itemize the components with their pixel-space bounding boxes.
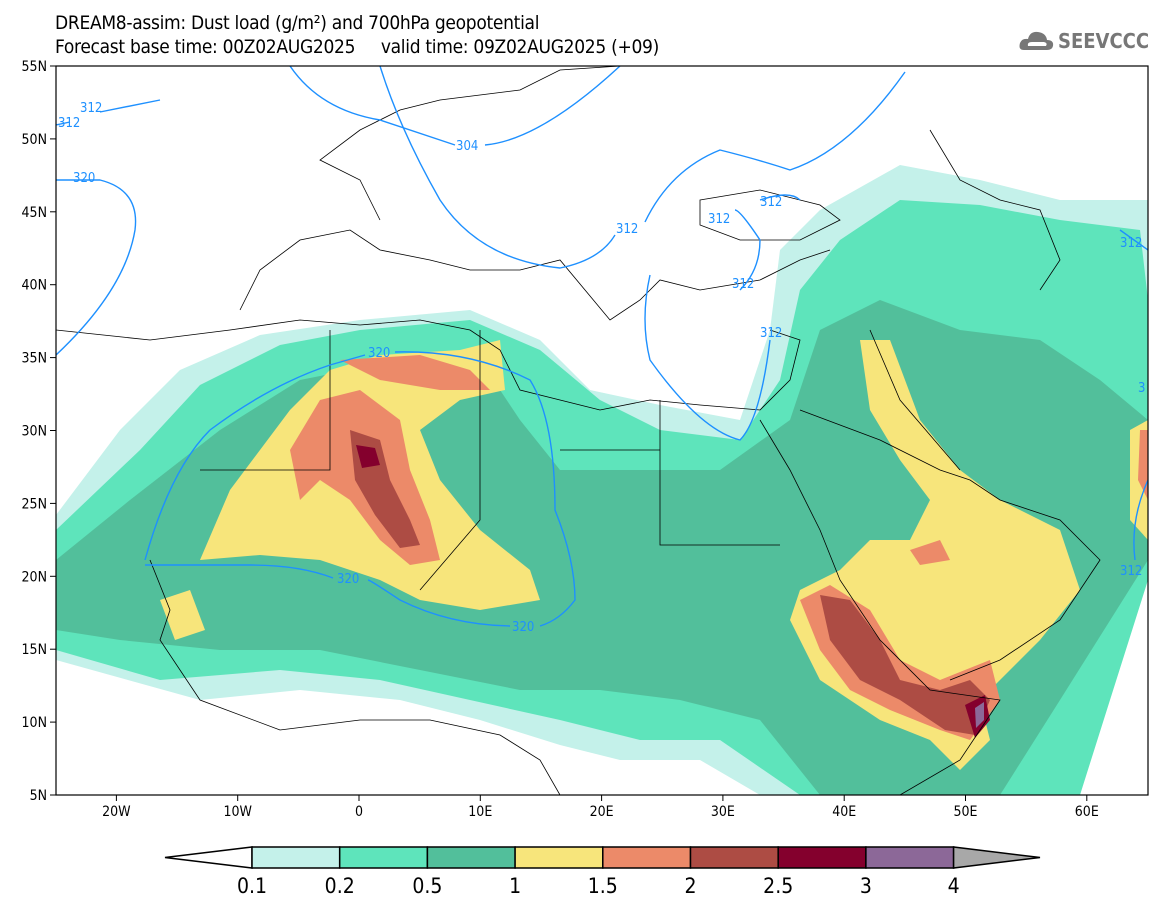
- legend-swatch: [602, 846, 692, 869]
- contour-label: 304: [456, 139, 478, 154]
- legend-label: 2.5: [763, 874, 793, 898]
- legend-swatch: [251, 846, 341, 869]
- lat-label: 15N: [22, 642, 47, 658]
- geopotential-contours: [56, 66, 1148, 627]
- lon-label: 40E: [832, 804, 856, 820]
- legend-swatch: [514, 846, 604, 869]
- legend-label: 1: [509, 874, 521, 898]
- contour-labels: 312 312 320 304 312 312 312 312 312 320 …: [58, 101, 1145, 635]
- contour-label: 312: [732, 277, 754, 292]
- legend-label: 0.1: [237, 874, 267, 898]
- lat-label: 20N: [22, 569, 47, 585]
- lat-label: 5N: [30, 788, 47, 804]
- cloud-icon: [1019, 31, 1054, 50]
- lat-label: 10N: [22, 715, 47, 731]
- lat-label: 40N: [22, 278, 47, 294]
- contour-label: 320: [512, 620, 534, 635]
- lon-label: 10W: [223, 804, 252, 820]
- dust-fields: [56, 165, 1148, 795]
- contour-label: 312: [760, 326, 782, 341]
- lat-label: 25N: [22, 496, 47, 512]
- contour-label: 312: [708, 212, 730, 227]
- legend-label: 4: [948, 874, 960, 898]
- contour-label: 3: [1138, 381, 1145, 396]
- lon-label: 60E: [1075, 804, 1099, 820]
- map-title: DREAM8-assim: Dust load (g/m²) and 700hP…: [55, 12, 540, 34]
- dust-level-3: [975, 702, 984, 728]
- lon-label: 20E: [590, 804, 614, 820]
- lat-label: 55N: [22, 59, 47, 75]
- legend-swatch: [777, 846, 867, 869]
- lon-label: 20W: [102, 804, 131, 820]
- contour-label: 312: [616, 222, 638, 237]
- legend-arrow-high: [952, 846, 1041, 869]
- colorbar-legend: 0.1 0.2 0.5 1 1.5 2 2.5 3 4: [164, 846, 1041, 898]
- lat-label: 45N: [22, 205, 47, 221]
- contour-label: 320: [337, 572, 359, 587]
- legend-label: 3: [860, 874, 872, 898]
- legend-label: 0.2: [325, 874, 355, 898]
- contour-label: 312: [1120, 236, 1142, 251]
- contour-label: 320: [368, 346, 390, 361]
- legend-label: 0.5: [412, 874, 442, 898]
- contour-label: 312: [80, 101, 102, 116]
- legend-swatch: [689, 846, 779, 869]
- lon-label: 10E: [468, 804, 492, 820]
- map-subtitle: Forecast base time: 00Z02AUG2025 valid t…: [55, 36, 659, 58]
- lat-label: 50N: [22, 132, 47, 148]
- legend-swatch: [865, 846, 955, 869]
- lon-label: 0: [355, 804, 363, 820]
- axis-ticks: 55N 50N 45N 40N 35N 30N 25N 20N 15N 10N 5N 20W 10W 0 1…: [22, 59, 1099, 820]
- lon-label: 50E: [954, 804, 978, 820]
- lon-label: 30E: [711, 804, 735, 820]
- contour-label: 312: [760, 195, 782, 210]
- coastlines: [56, 66, 1101, 795]
- legend-arrow-low: [164, 846, 253, 869]
- lat-label: 35N: [22, 351, 47, 367]
- legend-label: 1.5: [588, 874, 618, 898]
- lat-label: 30N: [22, 424, 47, 440]
- contour-label: 312: [1120, 564, 1142, 579]
- seevccc-logo: SEEVCCC: [1018, 28, 1149, 54]
- legend-label: 2: [684, 874, 696, 898]
- logo-text: SEEVCCC: [1058, 29, 1150, 53]
- legend-swatch: [338, 846, 429, 869]
- dust-level-2: [350, 430, 990, 735]
- contour-label: 320: [73, 171, 95, 186]
- contour-label: 312: [58, 116, 80, 131]
- legend-swatch: [426, 846, 516, 869]
